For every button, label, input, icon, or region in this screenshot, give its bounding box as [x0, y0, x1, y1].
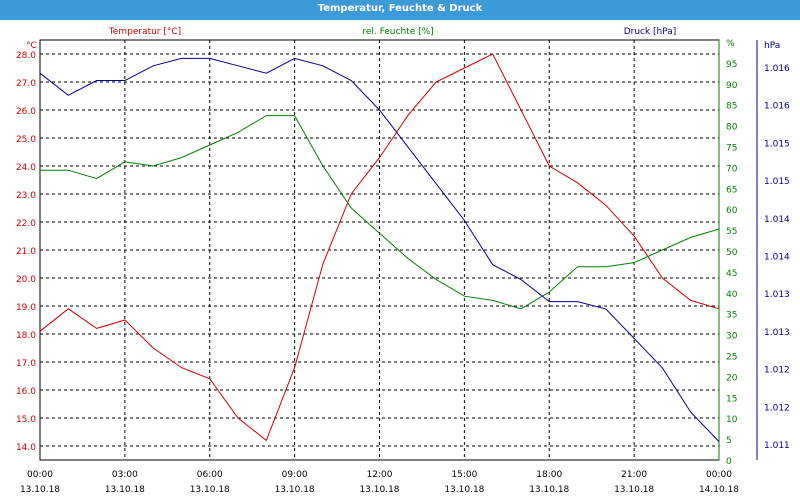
- x-tick-time: 18:00: [536, 470, 562, 480]
- x-tick-time: 06:00: [197, 470, 223, 480]
- right1-tick-label: 10: [726, 415, 738, 425]
- x-tick-time: 00:00: [706, 470, 732, 480]
- x-tick-date: 13.10.18: [529, 485, 569, 495]
- right1-tick-label: 20: [726, 373, 738, 383]
- left-tick-label: 15.0: [16, 415, 36, 425]
- left-tick-label: 24.0: [16, 163, 36, 173]
- right1-tick-label: 45: [726, 269, 737, 279]
- left-axis-unit: °C: [26, 41, 37, 51]
- right1-tick-label: 65: [726, 185, 737, 195]
- x-tick-date: 13.10.18: [275, 485, 315, 495]
- series-line: [39, 57, 720, 442]
- right1-tick-label: 80: [726, 123, 738, 133]
- right1-tick-label: 15: [726, 394, 737, 404]
- right1-tick-label: 95: [726, 60, 737, 70]
- left-tick-label: 21.0: [16, 247, 36, 257]
- right1-tick-label: 75: [726, 144, 737, 154]
- left-tick-label: 20.0: [16, 275, 36, 285]
- right1-tick-label: 35: [726, 311, 737, 321]
- right1-tick-label: 30: [726, 332, 738, 342]
- right2-tick-label: 1.016: [764, 102, 790, 112]
- x-tick-time: 00:00: [27, 470, 53, 480]
- right1-tick-label: %: [726, 39, 735, 49]
- right1-tick-label: 55: [726, 227, 737, 237]
- right2-tick-label: 1.013: [764, 290, 790, 300]
- x-tick-time: 21:00: [621, 470, 647, 480]
- left-tick-label: 17.0: [16, 359, 36, 369]
- x-tick-time: 15:00: [451, 470, 477, 480]
- right1-tick-label: 0: [726, 457, 732, 467]
- right2-tick-label: 1.016: [764, 64, 790, 74]
- chart-title: Temperatur, Feuchte & Druck: [317, 3, 483, 14]
- right2-tick-label: 1.011: [764, 441, 790, 451]
- x-tick-date: 13.10.18: [444, 485, 484, 495]
- x-tick-date: 13.10.18: [20, 485, 60, 495]
- x-tick-time: 09:00: [282, 470, 308, 480]
- left-tick-label: 27.0: [16, 79, 36, 89]
- left-tick-label: 26.0: [16, 107, 36, 117]
- right2-tick-label: 1.013: [764, 328, 790, 338]
- right1-tick-label: 25: [726, 353, 737, 363]
- left-tick-label: 14.0: [16, 443, 36, 453]
- x-tick-date: 14.10.18: [699, 485, 739, 495]
- right2-tick-label: 1.012: [764, 403, 790, 413]
- right1-tick-label: 5: [726, 436, 732, 446]
- right2-tick-label: 1.012: [764, 366, 790, 376]
- x-tick-date: 13.10.18: [614, 485, 654, 495]
- series-label: Temperatur [°C]: [108, 27, 181, 37]
- left-tick-label: 19.0: [16, 303, 36, 313]
- right2-tick-label: 1.014: [764, 215, 790, 225]
- left-tick-label: 16.0: [16, 387, 36, 397]
- x-tick-date: 13.10.18: [105, 485, 145, 495]
- right2-tick-label: 1.015: [764, 177, 790, 187]
- right2-tick-label: 1.014: [764, 253, 790, 263]
- x-tick-time: 03:00: [112, 470, 138, 480]
- left-tick-label: 23.0: [16, 191, 36, 201]
- right1-tick-label: 50: [726, 248, 738, 258]
- right1-tick-label: 90: [726, 81, 738, 91]
- right1-tick-label: 70: [726, 164, 738, 174]
- right2-tick-label: 1.015: [764, 139, 790, 149]
- title-bar: Temperatur, Feuchte & Druck: [0, 0, 800, 20]
- left-tick-label: 18.0: [16, 331, 36, 341]
- series-line: [40, 115, 720, 310]
- series-label: Druck [hPa]: [624, 27, 677, 37]
- series-label: rel. Feuchte [%]: [362, 27, 433, 37]
- right2-axis-unit: hPa: [764, 41, 780, 51]
- left-tick-label: 22.0: [16, 219, 36, 229]
- x-tick-date: 13.10.18: [190, 485, 230, 495]
- right1-tick-label: 60: [726, 206, 738, 216]
- left-tick-label: 25.0: [16, 135, 36, 145]
- right1-tick-label: 40: [726, 290, 738, 300]
- x-tick-time: 12:00: [367, 470, 393, 480]
- right1-tick-label: 85: [726, 102, 737, 112]
- series-line: [39, 53, 720, 442]
- left-tick-label: 28.0: [16, 51, 36, 61]
- x-tick-date: 13.10.18: [359, 485, 399, 495]
